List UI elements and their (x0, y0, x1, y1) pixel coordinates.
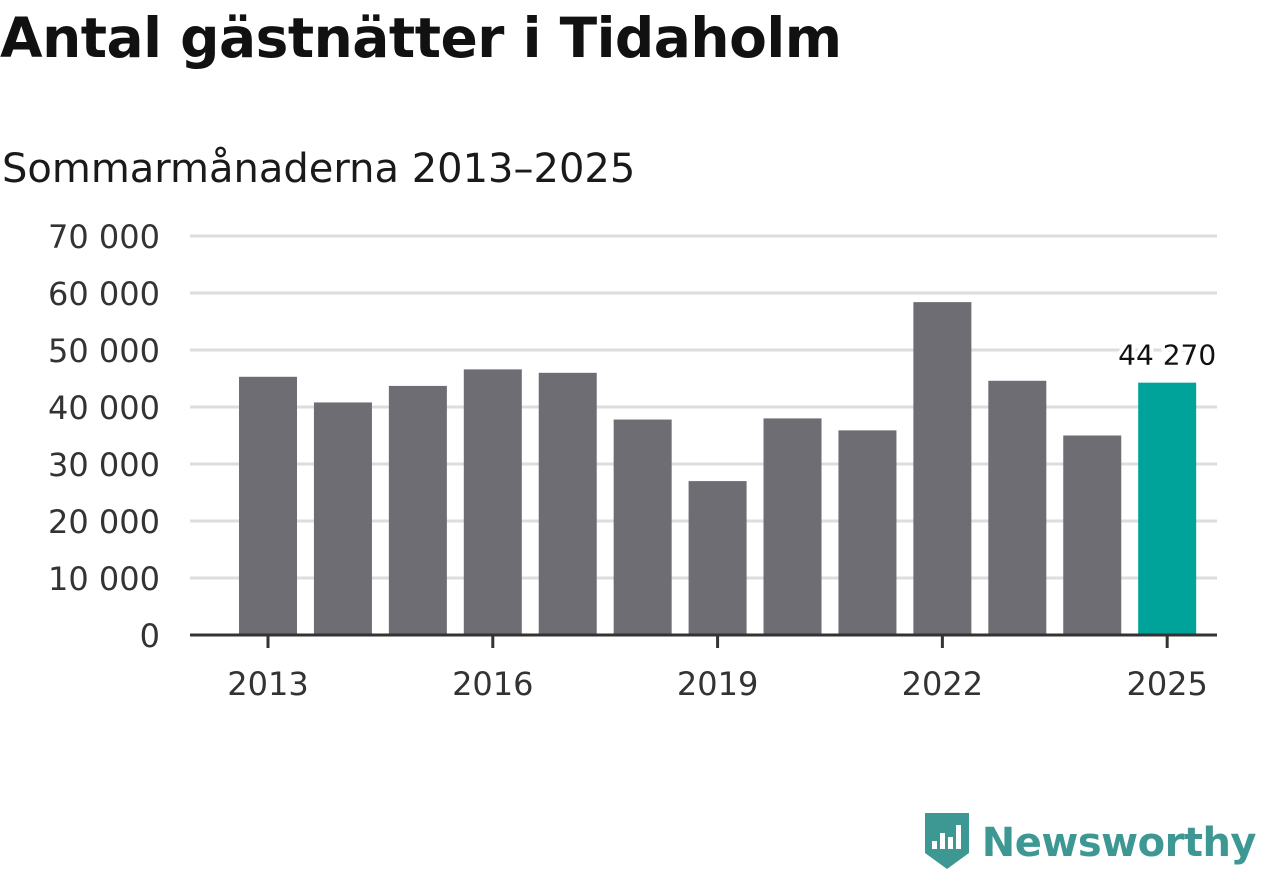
bar-2014 (313, 402, 372, 635)
y-tick-label: 50 000 (48, 332, 160, 370)
bar-2021 (838, 430, 897, 635)
bar-2017 (538, 372, 597, 635)
data-label-halo: 44 270 (1118, 339, 1216, 372)
y-tick-label: 40 000 (48, 389, 160, 427)
x-tick-label: 2013 (227, 665, 308, 703)
labels: 0 10 000 20 000 30 000 40 000 50 000 60 000 70 … (48, 218, 1220, 703)
bar-2022 (913, 302, 972, 635)
bar-2015 (388, 385, 447, 635)
y-tick-label: 0 (140, 617, 160, 655)
bar-2019 (688, 481, 747, 635)
y-tick-label: 20 000 (48, 503, 160, 541)
data-label: 44 270 (1118, 339, 1216, 372)
newsworthy-logo-icon (922, 811, 972, 875)
brand-name: Newsworthy (981, 820, 1257, 866)
brand-logo: Newsworthy (922, 811, 1257, 875)
bar-2023 (988, 380, 1047, 635)
x-tick-label: 2019 (677, 665, 758, 703)
bar-2020 (763, 418, 822, 635)
bar-2024 (1063, 435, 1122, 635)
y-tick-label: 70 000 (48, 218, 160, 256)
x-tick-label: 2016 (452, 665, 533, 703)
chart-subtitle: Sommarmånaderna 2013–2025 (2, 146, 636, 192)
bar-2025 (1138, 382, 1197, 635)
x-tick-label: 2022 (902, 665, 983, 703)
bars (239, 302, 1197, 635)
y-tick-label: 10 000 (48, 560, 160, 598)
bar-2018 (613, 419, 672, 635)
y-tick-label: 30 000 (48, 446, 160, 484)
bar-2016 (463, 369, 522, 635)
y-tick-label: 60 000 (48, 275, 160, 313)
chart-title: Antal gästnätter i Tidaholm (0, 6, 842, 70)
axes (190, 633, 1217, 648)
bar-2013 (239, 376, 297, 635)
x-tick-label: 2025 (1126, 665, 1207, 703)
